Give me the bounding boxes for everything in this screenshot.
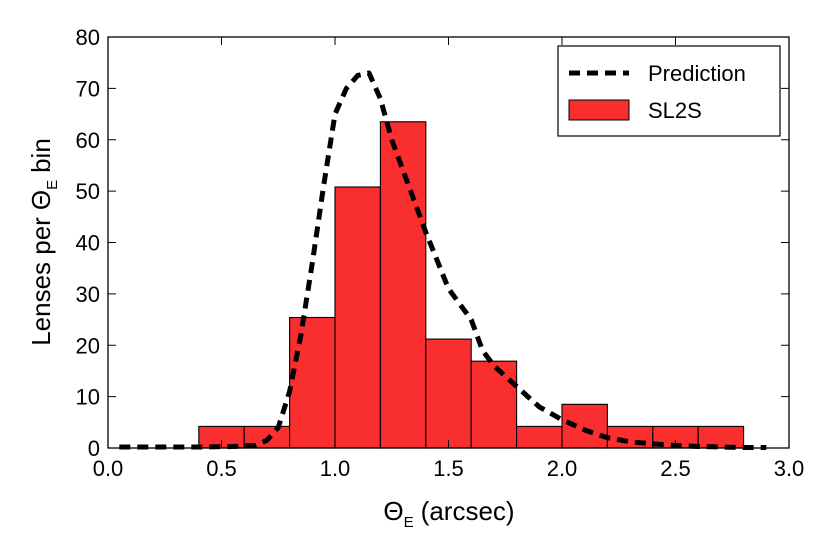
x-tick-label: 0.0: [93, 456, 124, 481]
x-tick-label: 2.0: [547, 456, 578, 481]
y-tick-label: 10: [76, 385, 100, 410]
y-tick-label: 30: [76, 282, 100, 307]
y-tick-label: 20: [76, 333, 100, 358]
x-axis-unit: (arcsec): [421, 496, 515, 526]
legend: Prediction SL2S: [557, 45, 781, 137]
histogram-bar: [606, 425, 654, 449]
x-tick-label: 1.0: [320, 456, 351, 481]
y-tick-label: 80: [76, 25, 100, 50]
x-tick-label: 3.0: [774, 456, 805, 481]
y-tick-label: 40: [76, 231, 100, 256]
prediction-line: [119, 70, 767, 450]
y-axis-suffix: bin: [26, 138, 56, 173]
y-axis-subscript: E: [44, 180, 61, 190]
y-tick-label: 60: [76, 128, 100, 153]
legend-sl2s-swatch: [568, 99, 630, 121]
histogram-bar: [561, 403, 608, 449]
x-tick-label: 2.5: [660, 456, 691, 481]
plot-frame: [107, 36, 790, 449]
y-axis-title: Lenses per ΘEbin: [26, 138, 61, 346]
legend-box: [557, 45, 781, 137]
histogram-bar: [516, 425, 563, 449]
histogram-bar: [289, 316, 336, 449]
y-tick-label: 50: [76, 179, 100, 204]
x-axis-symbol: Θ: [383, 496, 403, 526]
x-axis-title: ΘE (arcsec): [383, 496, 514, 531]
histogram-bar: [697, 425, 745, 449]
y-axis-symbol: Θ: [26, 190, 56, 210]
legend-sl2s-label: SL2S: [648, 98, 702, 123]
histogram-bar: [425, 338, 472, 449]
y-axis-prefix: Lenses per: [26, 217, 56, 346]
histogram-bar: [470, 360, 518, 449]
histogram-bar: [334, 186, 381, 449]
histogram-bar: [379, 121, 427, 449]
x-axis-subscript: E: [404, 514, 414, 531]
x-tick-label: 1.5: [433, 456, 464, 481]
legend-prediction-label: Prediction: [648, 61, 746, 86]
y-tick-label: 0: [88, 436, 100, 461]
y-tick-label: 70: [76, 76, 100, 101]
x-tick-label: 0.5: [206, 456, 237, 481]
